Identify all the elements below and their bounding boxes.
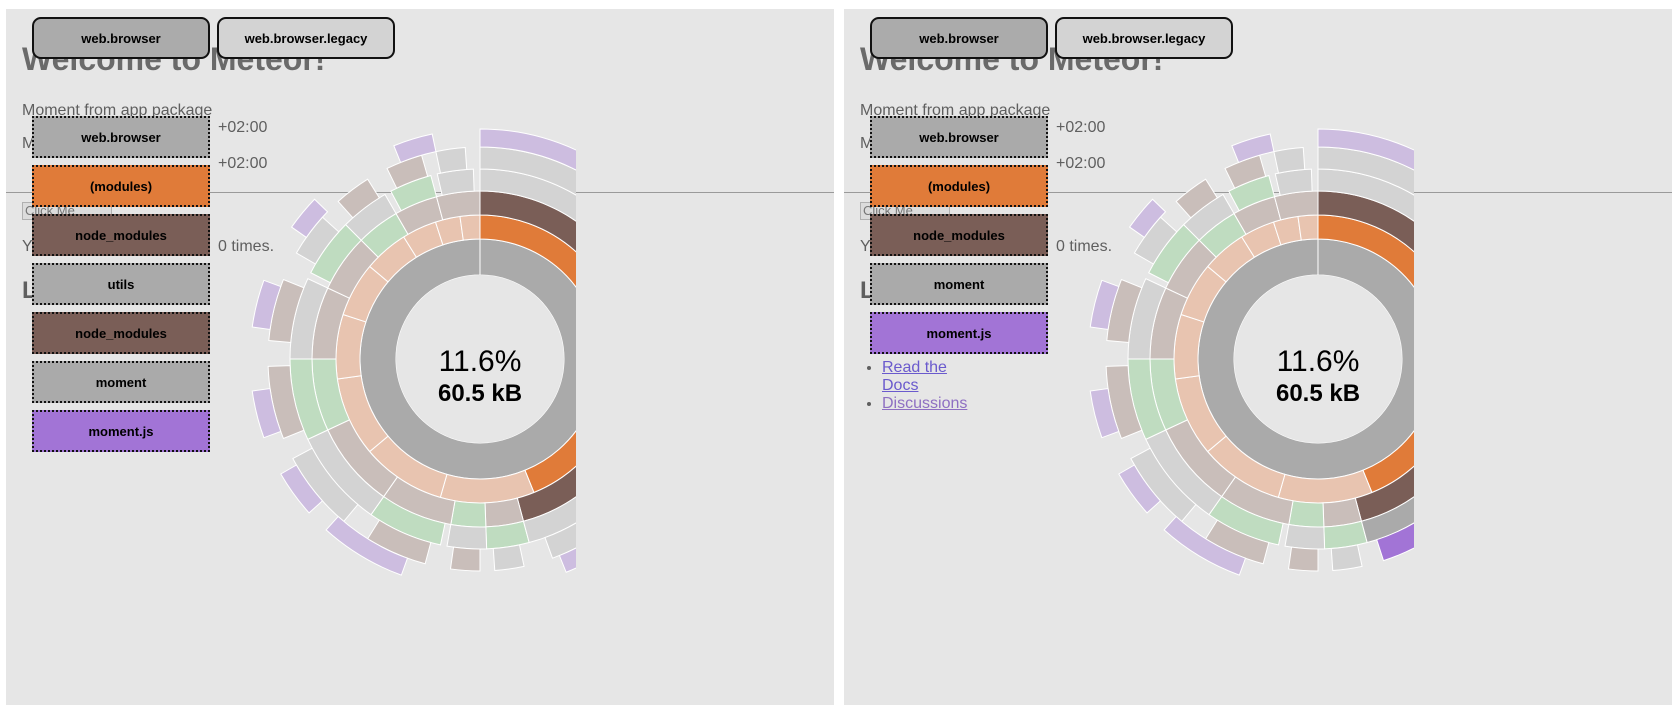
sunburst-segment[interactable] — [1175, 178, 1219, 219]
breadcrumb-node-modules: node_modules — [32, 214, 210, 256]
breadcrumb-utils: utils — [32, 263, 210, 305]
sunburst-segment[interactable] — [1231, 133, 1275, 164]
sunburst-segment[interactable] — [1273, 146, 1306, 174]
center-percent: 11.6% — [439, 345, 522, 378]
sunburst-segment[interactable] — [1317, 168, 1414, 430]
sunburst-center — [396, 275, 564, 443]
breadcrumb-moment-js: moment.js — [32, 410, 210, 452]
timezone-text-1: +02:00 — [1056, 119, 1106, 136]
sunburst-segment[interactable] — [558, 509, 576, 573]
sunburst-segment[interactable] — [435, 146, 468, 174]
moment-segment[interactable] — [1360, 484, 1414, 544]
sunburst-chart[interactable]: 11.6% 60.5 kB — [156, 109, 576, 699]
tab-web-browser-legacy[interactable]: web.browser.legacy — [217, 17, 395, 59]
sunburst-segment[interactable] — [386, 154, 429, 189]
breadcrumb-node-modules-2: node_modules — [32, 312, 210, 354]
sunburst-segment[interactable] — [292, 447, 359, 523]
tab-web-browser-legacy[interactable]: web.browser.legacy — [1055, 17, 1233, 59]
sunburst-chart[interactable]: 11.6% 60.5 kB — [994, 109, 1414, 699]
breadcrumb-node-modules: node_modules — [870, 214, 1048, 256]
sunburst-segment[interactable] — [446, 523, 488, 550]
timezone-text-2: +02:00 — [1056, 155, 1106, 172]
moment-line: Moment from app package — [860, 102, 1051, 119]
sunburst-segment[interactable] — [251, 387, 282, 439]
resource-links: Read the Docs Discussions — [882, 359, 967, 413]
sunburst-segment[interactable] — [1133, 216, 1178, 265]
timezone-text-1: +02:00 — [218, 119, 268, 136]
sunburst-segment[interactable] — [1288, 500, 1325, 528]
moment-js-segment[interactable] — [1376, 500, 1414, 562]
y-prefix: Y — [22, 238, 33, 255]
sunburst-segment[interactable] — [325, 515, 409, 576]
read-the-docs-link[interactable]: Read the Docs — [882, 359, 947, 394]
breadcrumb-moment: moment — [870, 263, 1048, 305]
breadcrumb-web-browser: web.browser — [870, 116, 1048, 158]
bundle-visualizer-panel-left: Welcome to Meteor! Moment from app packa… — [6, 9, 834, 705]
sunburst-segment[interactable] — [1297, 214, 1319, 241]
center-percent: 11.6% — [1277, 345, 1360, 378]
sunburst-segment[interactable] — [1287, 546, 1319, 572]
sunburst-segment[interactable] — [544, 500, 576, 559]
sunburst-segment[interactable] — [1317, 146, 1414, 432]
sunburst-segment[interactable] — [1317, 128, 1414, 438]
breadcrumb-modules: (modules) — [32, 165, 210, 207]
sunburst-segment[interactable] — [479, 146, 576, 432]
sunburst-segment[interactable] — [1330, 544, 1363, 572]
center-size: 60.5 kB — [438, 380, 522, 407]
breadcrumb-web-browser: web.browser — [32, 116, 210, 158]
sunburst-rings[interactable] — [251, 128, 576, 576]
times-text: 0 times. — [218, 238, 275, 255]
sunburst-segment[interactable] — [492, 544, 525, 572]
sunburst-rings[interactable] — [1089, 128, 1414, 576]
sunburst-segment[interactable] — [479, 168, 576, 430]
sunburst-segment[interactable] — [522, 484, 576, 544]
sunburst-segment[interactable] — [1089, 387, 1120, 439]
moment-line: Moment from app package — [22, 102, 213, 119]
sunburst-segment[interactable] — [295, 216, 340, 265]
breadcrumb-moment: moment — [32, 361, 210, 403]
list-item: Discussions — [882, 395, 967, 413]
sunburst-segment[interactable] — [449, 546, 481, 572]
times-text: 0 times. — [1056, 238, 1113, 255]
sunburst-segment[interactable] — [1163, 515, 1247, 576]
sunburst-segment[interactable] — [1089, 279, 1120, 331]
sunburst-segment[interactable] — [1128, 198, 1167, 239]
sunburst-segment[interactable] — [459, 214, 481, 241]
sunburst-svg[interactable]: 11.6% 60.5 kB — [994, 109, 1414, 699]
sunburst-svg[interactable]: 11.6% 60.5 kB — [156, 109, 576, 699]
sunburst-segment[interactable] — [450, 500, 487, 528]
breadcrumb-modules: (modules) — [870, 165, 1048, 207]
m-prefix: M — [22, 135, 36, 152]
sunburst-segment[interactable] — [1284, 523, 1326, 550]
sunburst-segment[interactable] — [393, 133, 437, 164]
tab-web-browser[interactable]: web.browser — [870, 17, 1048, 59]
discussions-link[interactable]: Discussions — [882, 395, 968, 412]
sunburst-segment[interactable] — [290, 198, 329, 239]
sunburst-segment[interactable] — [479, 128, 576, 438]
sunburst-segment[interactable] — [1118, 464, 1162, 514]
y-prefix: Y — [860, 238, 871, 255]
sunburst-segment[interactable] — [1224, 154, 1267, 189]
sunburst-segment[interactable] — [280, 464, 324, 514]
center-size: 60.5 kB — [1276, 380, 1360, 407]
timezone-text-2: +02:00 — [218, 155, 268, 172]
list-item: Read the Docs — [882, 359, 967, 395]
m-prefix: M — [860, 135, 874, 152]
bundle-visualizer-panel-right: Welcome to Meteor! Moment from app packa… — [844, 9, 1672, 705]
tab-web-browser[interactable]: web.browser — [32, 17, 210, 59]
breadcrumb-moment-js: moment.js — [870, 312, 1048, 354]
sunburst-segment[interactable] — [251, 279, 282, 331]
sunburst-segment[interactable] — [337, 178, 381, 219]
sunburst-segment[interactable] — [1130, 447, 1197, 523]
sunburst-center — [1234, 275, 1402, 443]
